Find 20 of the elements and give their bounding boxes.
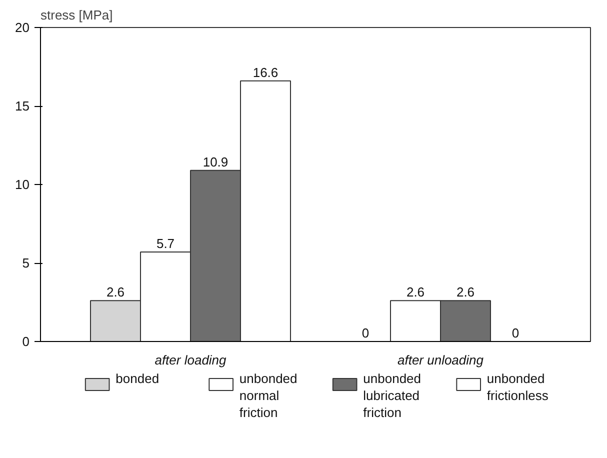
x-tick-label: after unloading	[397, 352, 484, 368]
legend-label: bonded	[116, 371, 160, 386]
y-axis-title: stress [MPa]	[40, 8, 113, 22]
data-label: 16.6	[252, 64, 278, 80]
data-label: 2.6	[106, 284, 125, 300]
data-label: 2.6	[406, 284, 425, 300]
data-label: 10.9	[202, 154, 228, 170]
x-tick-label: after loading	[154, 352, 228, 368]
y-tick-label: 5	[22, 256, 30, 270]
y-tick-label: 20	[15, 20, 30, 35]
data-label: 0	[362, 326, 370, 340]
y-tick-label: 15	[15, 98, 30, 114]
legend-label: unbonded normal friction	[239, 371, 298, 420]
data-label: 0	[512, 326, 520, 340]
y-tick-label: 0	[22, 334, 30, 349]
data-label: 5.7	[156, 236, 175, 252]
y-tick-label: 10	[15, 177, 30, 192]
data-label: 2.6	[456, 284, 475, 300]
legend-label: unbonded lubricated friction	[363, 371, 422, 420]
legend-label: unbonded frictionless	[486, 371, 549, 403]
